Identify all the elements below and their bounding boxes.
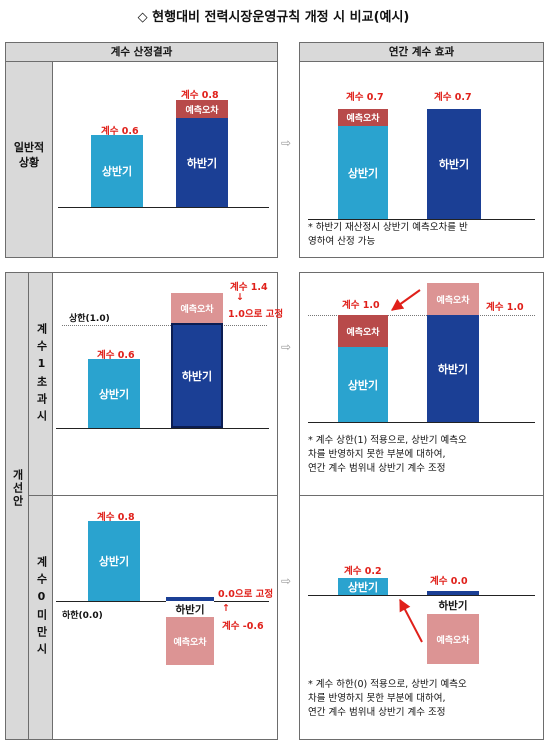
r2-upper-limit: 상한(1.0) — [69, 314, 110, 324]
r3-left-zero-bar — [166, 597, 214, 601]
r3-left-axis — [56, 601, 269, 602]
r3-right-second-box: 하반기 — [427, 596, 479, 614]
r1-left-first-bar: 상반기 — [91, 135, 143, 207]
r2-left-second-bar: 하반기 — [171, 323, 223, 428]
r3-right-axis — [308, 595, 535, 596]
r2-right-second-bar: 하반기 — [427, 315, 479, 422]
r3-right-error-bar: 예측오차 — [427, 614, 479, 664]
left-panel-general: 계수 산정결과 일반적 상황 계수 0.6 상반기 계수 0.8 예측오차 하반… — [5, 42, 278, 258]
r2-right-error-bar2: 예측오차 — [427, 283, 479, 315]
r1-left-error-text: 예측오차 — [185, 105, 219, 116]
r3-left-second-text: 하반기 — [175, 603, 205, 616]
left-panel-proposal: 개선안 계수1초과시 계수0미만시 상한(1.0) 계수 0.6 상반기 예측오… — [5, 272, 283, 740]
r3-left-error-bar: 예측오차 — [166, 617, 214, 665]
r2-left-axis — [56, 428, 269, 429]
r1-left-second-label: 계수 0.8 — [181, 90, 219, 101]
r3-left-second-arrow: ↑ — [222, 603, 230, 614]
r2-right-second-label: 계수 1.0 — [486, 302, 524, 313]
r2-upper-limit-line — [62, 325, 267, 326]
right-row-divider — [300, 495, 543, 496]
r2-left-error-text: 예측오차 — [180, 304, 214, 315]
side-label-over1-text: 계수1초과시 — [35, 323, 48, 427]
r1-right-second-bar: 하반기 — [427, 109, 481, 219]
right-header: 연간 계수 효과 — [300, 43, 543, 62]
r2-right-first-label: 계수 1.0 — [342, 300, 380, 311]
r3-note: * 계수 하한(0) 적용으로, 상반기 예측오 차를 반영하지 못한 부분에 … — [308, 679, 467, 718]
r2-left-first-text: 상반기 — [98, 387, 130, 401]
r1-right-error-bar: 예측오차 — [338, 109, 388, 126]
r1-left-error-bar: 예측오차 — [176, 100, 228, 118]
r3-sep-arrow: ⇨ — [281, 574, 292, 588]
r1-right-second-text: 하반기 — [438, 158, 470, 171]
r2-right-first-text: 상반기 — [347, 378, 379, 392]
side-label-over1: 계수1초과시 — [29, 273, 53, 496]
page-title: ◇ 현행대비 전력시장운영규칙 개정 시 비교(예시) — [137, 10, 410, 25]
r3-lower-limit: 하한(0.0) — [62, 611, 103, 621]
r1-right-second-label: 계수 0.7 — [434, 92, 472, 103]
r2-left-second-arrow: ↓ — [236, 292, 244, 303]
r3-right-second-text: 하반기 — [438, 599, 468, 612]
right-panel-general: 연간 계수 효과 계수 0.7 예측오차 상반기 계수 0.7 하반기 * 하반… — [299, 42, 544, 258]
side-label-general: 일반적 상황 — [6, 62, 53, 257]
r1-sep-arrow: ⇨ — [281, 136, 292, 150]
r3-left-error-text: 예측오차 — [173, 637, 207, 648]
r2-right-second-text: 하반기 — [437, 362, 469, 376]
r3-right-first-bar: 상반기 — [338, 578, 388, 595]
r2-left-error-bar: 예측오차 — [171, 293, 223, 323]
r3-left-first-label: 계수 0.8 — [97, 512, 135, 523]
right-panel-proposal: 계수 1.0 예측오차 상반기 예측오차 하반기 계수 1.0 * 계수 상한(… — [299, 272, 544, 740]
r2-right-axis — [308, 422, 535, 423]
r1-left-second-text: 하반기 — [186, 156, 218, 170]
r2-left-first-label: 계수 0.6 — [97, 350, 135, 361]
r2-left-second-label-a: 계수 1.4 — [230, 282, 268, 293]
r1-right-axis — [308, 219, 535, 220]
r1-right-first-label: 계수 0.7 — [346, 92, 384, 103]
r1-left-first-text: 상반기 — [101, 165, 133, 178]
r1-note: * 하반기 재산정시 상반기 예측오차를 반 영하여 산정 가능 — [308, 222, 468, 247]
r2-right-first-bar: 상반기 — [338, 347, 388, 422]
r2-left-second-text: 하반기 — [181, 369, 213, 383]
r1-left-first-label: 계수 0.6 — [101, 126, 139, 137]
r1-right-first-bar: 상반기 — [338, 126, 388, 219]
r3-left-second-box: 하반기 — [166, 601, 214, 617]
r3-left-first-text: 상반기 — [98, 555, 130, 568]
r3-left-second-label-b: 계수 -0.6 — [222, 621, 264, 632]
r2-right-error-text2: 예측오차 — [436, 295, 470, 306]
r3-right-error-text: 예측오차 — [436, 635, 470, 646]
r3-right-second-label: 계수 0.0 — [430, 576, 468, 587]
r2-sep-arrow: ⇨ — [281, 340, 292, 354]
r1-left-axis — [58, 207, 269, 208]
r2-left-second-label-b: 1.0으로 고정 — [228, 309, 284, 320]
side-label-proposal-text: 개선안 — [11, 469, 24, 508]
r3-left-second-label-a: 0.0으로 고정 — [218, 589, 274, 600]
r2-left-first-bar: 상반기 — [88, 359, 140, 428]
r2-right-limit-line — [308, 315, 535, 316]
r1-left-second-bar: 하반기 — [176, 118, 228, 207]
r1-right-error-text: 예측오차 — [346, 114, 380, 124]
left-header: 계수 산정결과 — [6, 43, 277, 62]
r3-right-first-text: 상반기 — [347, 580, 379, 594]
r2-right-error-text: 예측오차 — [346, 327, 380, 338]
side-label-proposal: 개선안 — [6, 273, 29, 739]
r3-right-zero-bar — [427, 591, 479, 595]
side-label-general-text: 일반적 상황 — [13, 141, 45, 169]
r3-right-first-label: 계수 0.2 — [344, 566, 382, 577]
r2-note: * 계수 상한(1) 적용으로, 상반기 예측오 차를 반영하지 못한 부분에 … — [308, 435, 467, 474]
r3-left-first-bar: 상반기 — [88, 521, 140, 601]
r1-right-first-text: 상반기 — [347, 166, 379, 180]
left-row-divider — [52, 495, 277, 496]
side-label-under0-text: 계수0미만시 — [35, 556, 48, 660]
side-label-under0: 계수0미만시 — [29, 496, 53, 739]
r2-right-error-bar: 예측오차 — [338, 315, 388, 347]
